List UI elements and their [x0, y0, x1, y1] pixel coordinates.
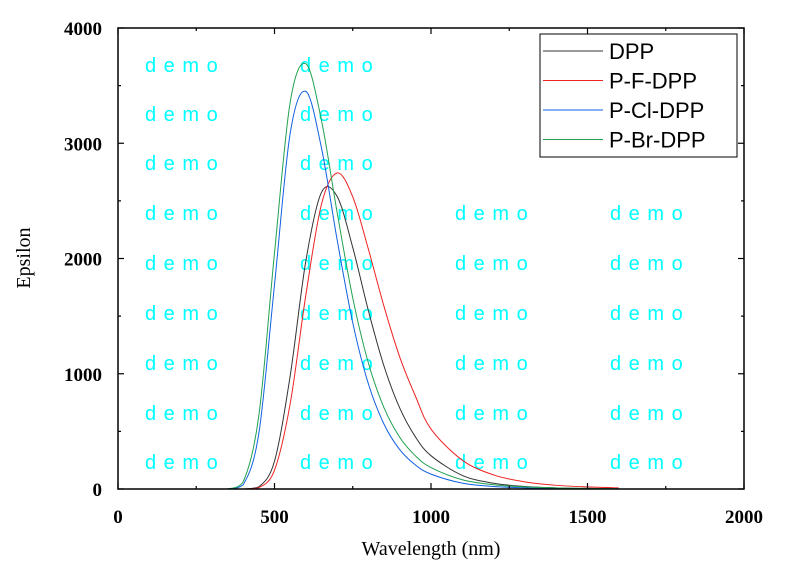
y-tick-label: 0	[93, 480, 103, 501]
watermark-text: d e m o	[300, 452, 374, 474]
watermark-text: d e m o	[300, 253, 374, 275]
watermark-text: d e m o	[145, 452, 219, 474]
watermark-text: d e m o	[455, 303, 529, 325]
watermark-text: d e m o	[610, 403, 684, 425]
watermark-text: d e m o	[610, 353, 684, 375]
axis-ticks: 0 500 1000 1500 2000 0 1000 2000 3000 4000	[64, 19, 763, 528]
y-tick-label: 4000	[64, 19, 102, 40]
y-tick-label: 1000	[64, 365, 102, 386]
y-tick-label: 3000	[64, 134, 102, 155]
watermark-text: d e m o	[455, 353, 529, 375]
watermark-text: d e m o	[455, 403, 529, 425]
legend-label: P-F-DPP	[609, 69, 697, 94]
series-line-dpp	[211, 186, 619, 490]
series-line-p-br-dpp	[211, 62, 619, 490]
watermark-text: d e m o	[300, 403, 374, 425]
watermark-text: d e m o	[455, 452, 529, 474]
watermark-text: d e m o	[610, 253, 684, 275]
series-line-p-f-dpp	[211, 172, 619, 490]
legend-label: P-Cl-DPP	[609, 98, 704, 123]
watermark-text: d e m o	[145, 253, 219, 275]
watermark-text: d e m o	[300, 55, 374, 77]
x-tick-label: 1500	[569, 507, 607, 528]
watermark-text: d e m o	[145, 104, 219, 126]
series-line-p-cl-dpp	[211, 90, 619, 490]
watermark-text: d e m o	[145, 303, 219, 325]
series-layer	[211, 62, 619, 490]
watermark-text: d e m o	[145, 353, 219, 375]
watermark-text: d e m o	[610, 203, 684, 225]
watermark-text: d e m o	[145, 403, 219, 425]
watermark-text: d e m o	[300, 353, 374, 375]
watermark-text: d e m o	[455, 203, 529, 225]
legend: DPP P-F-DPP P-Cl-DPP P-Br-DPP	[539, 33, 738, 158]
x-tick-label: 500	[260, 507, 289, 528]
watermark-text: d e m o	[300, 203, 374, 225]
x-axis-label: Wavelength (nm)	[362, 538, 501, 560]
watermark-text: d e m o	[145, 153, 219, 175]
watermark-text: d e m o	[455, 253, 529, 275]
x-tick-label: 2000	[725, 507, 763, 528]
legend-label: P-Br-DPP	[609, 128, 706, 153]
watermark-text: d e m o	[300, 153, 374, 175]
x-tick-label: 1000	[412, 507, 450, 528]
y-axis-label: Epsilon	[13, 227, 35, 288]
watermark-text: d e m o	[300, 104, 374, 126]
watermark-text: d e m o	[610, 303, 684, 325]
watermark-text: d e m o	[300, 303, 374, 325]
legend-label: DPP	[609, 39, 654, 64]
legend-box	[539, 33, 738, 158]
watermark-layer: d e m o d e m o d e m o d e m o d e m o d e m…	[145, 55, 684, 474]
watermark-text: d e m o	[145, 203, 219, 225]
watermark-text: d e m o	[145, 55, 219, 77]
watermark-text: d e m o	[610, 452, 684, 474]
y-tick-label: 2000	[64, 250, 102, 271]
x-tick-label: 0	[113, 507, 123, 528]
